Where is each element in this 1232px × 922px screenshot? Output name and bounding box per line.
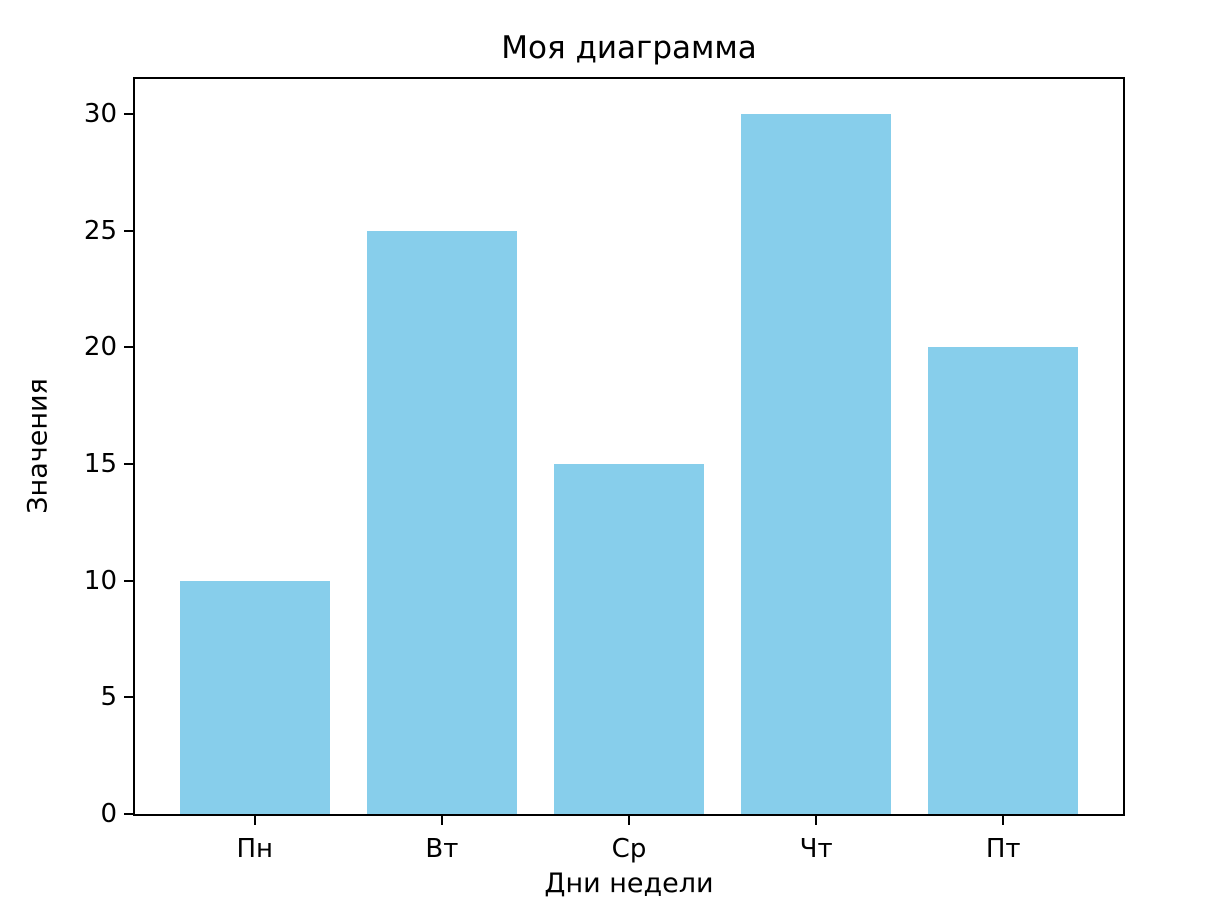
x-tick-label: Вт [425,834,459,864]
x-axis-label: Дни недели [544,868,714,899]
y-axis-label: Значения [22,378,54,514]
y-tick-mark [124,579,133,582]
bar-Чт [741,114,891,814]
y-tick-label: 0 [100,799,117,829]
bar-Пн [179,580,330,814]
bar-Ср [554,464,704,814]
y-tick-mark [124,229,133,232]
x-tick-label: Чт [799,834,833,864]
x-tick-mark [815,816,818,825]
y-tick-mark [124,463,133,465]
y-tick-label: 15 [83,449,117,479]
x-tick-label: Ср [611,834,647,864]
y-tick-label: 5 [100,682,117,713]
x-tick-mark [440,816,443,825]
x-tick-mark [253,816,256,825]
chart-title: Моя диаграмма [501,30,757,66]
y-tick-label: 10 [83,565,117,596]
y-tick-mark [124,696,133,699]
y-tick-label: 20 [83,332,117,363]
bar-Пт [928,347,1079,814]
x-tick-mark [1002,816,1005,825]
x-tick-label: Пт [985,834,1021,864]
y-tick-label: 30 [83,99,117,129]
y-tick-mark [124,113,133,115]
bar-Вт [367,230,517,814]
y-tick-mark [124,813,133,815]
plot-area [133,77,1125,816]
y-tick-mark [124,346,133,349]
y-tick-label: 25 [83,215,117,246]
x-tick-mark [628,816,630,825]
x-tick-label: Пн [236,834,274,864]
